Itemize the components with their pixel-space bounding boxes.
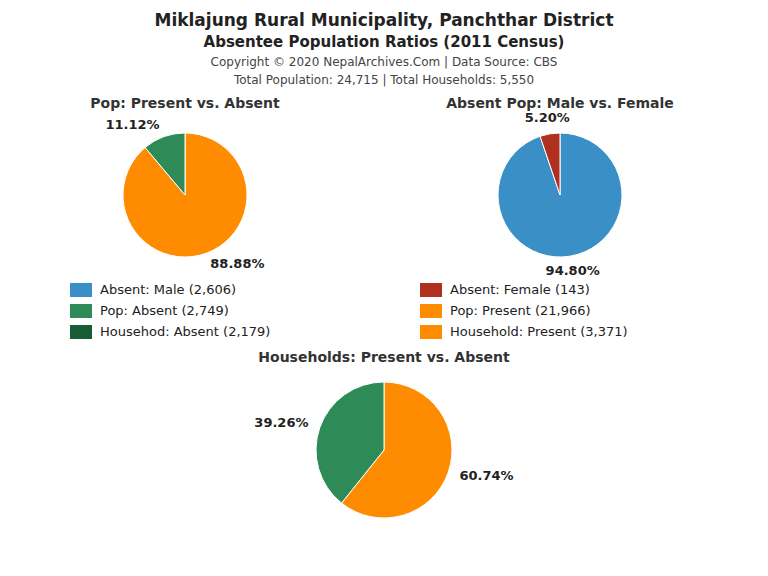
data-label: 88.88% (210, 256, 264, 271)
data-label: 11.12% (106, 117, 160, 132)
legend-swatch (70, 325, 92, 339)
data-label: 94.80% (546, 263, 600, 278)
pie-title: Pop: Present vs. Absent (90, 95, 280, 111)
pie-slice (498, 133, 622, 257)
annotation: Total Population: 24,715 | Total Househo… (233, 73, 534, 87)
data-label: 60.74% (459, 468, 513, 483)
data-label: 39.26% (254, 415, 308, 430)
pie: Pop: Present vs. Absent 88.88% 11.12% (90, 95, 280, 271)
chart: Miklajung Rural Municipality, Panchthar … (0, 0, 768, 576)
legend-entry: Absent: Male (2,606) (100, 282, 236, 297)
legend-entry: Househod: Absent (2,179) (100, 324, 270, 339)
data-label: 5.20% (525, 110, 570, 125)
pie-slice (316, 382, 384, 503)
data-labels: 88.88% 11.12% (106, 117, 265, 271)
pie-slice (145, 133, 185, 195)
legend-swatch (70, 304, 92, 318)
legend-entry: Pop: Present (21,966) (450, 303, 591, 318)
pie: Households: Present vs. Absent 60.74% 39.2… (254, 349, 513, 518)
legend-swatch (420, 325, 442, 339)
legend-entry: Absent: Female (143) (450, 282, 590, 297)
subtitle: Absentee Population Ratios (2011 Census) (204, 33, 565, 51)
annotation: Copyright © 2020 NepalArchives.Com | Dat… (211, 55, 558, 69)
legend-entry: Household: Present (3,371) (450, 324, 628, 339)
legend-swatch (420, 304, 442, 318)
pie-slice (540, 133, 560, 195)
legend-entry: Pop: Absent (2,749) (100, 303, 229, 318)
pie-title: Households: Present vs. Absent (258, 349, 510, 365)
legend-swatch (70, 283, 92, 297)
pie-slice (123, 133, 247, 257)
legend-swatch (420, 283, 442, 297)
legend: Absent: Male (2,606) Absent: Female (143)… (70, 282, 628, 340)
pie: Absent Pop: Male vs. Female94.80%5.20% (446, 95, 674, 278)
title: Miklajung Rural Municipality, Panchthar … (154, 10, 613, 30)
